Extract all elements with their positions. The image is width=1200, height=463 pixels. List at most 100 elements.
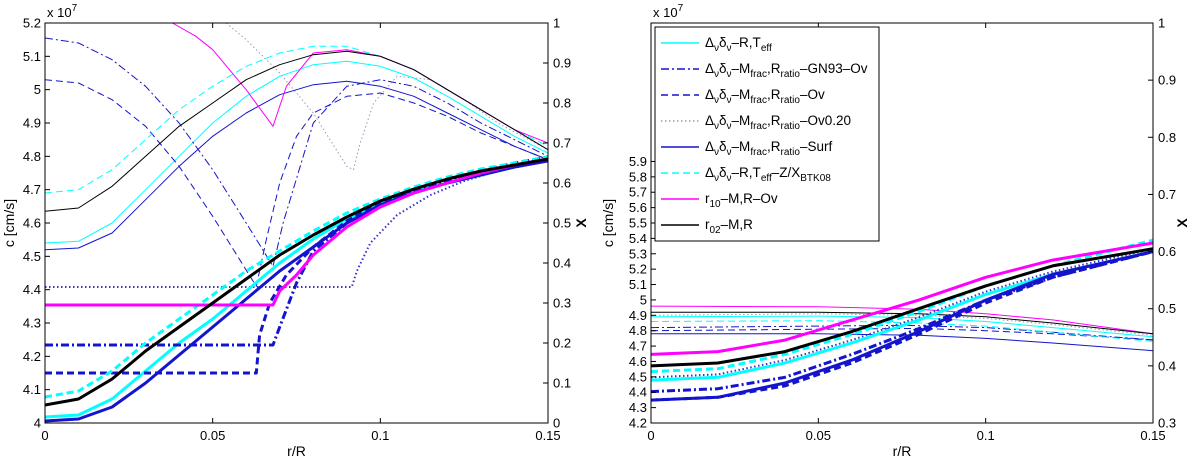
- y-left-tick-label: 4.1: [23, 382, 41, 397]
- x-tick-label: 0: [41, 428, 48, 443]
- x-tick-label: 0.1: [371, 428, 389, 443]
- left-series-c-line: [45, 60, 548, 244]
- y-left-tick-label: 5.8: [629, 169, 647, 184]
- legend-entry-label: r02​–M,R: [705, 217, 753, 236]
- y-right-tick-label: 0.8: [1158, 130, 1176, 145]
- left-y-right-label: X: [573, 218, 589, 228]
- right-series-c-line: [651, 327, 1153, 341]
- right-series-x-line: [651, 250, 1153, 402]
- right-series-x-line: [651, 250, 1153, 394]
- y-left-tick-label: 5.2: [23, 16, 41, 31]
- left-series-c-line: [45, 79, 548, 287]
- y-left-tick-label: 5.4: [629, 231, 647, 246]
- y-right-tick-label: 0.3: [1158, 416, 1176, 431]
- left-series-group: [45, 23, 548, 423]
- y-left-tick-label: 5: [34, 82, 41, 97]
- y-right-tick-label: 0.7: [1158, 187, 1176, 202]
- legend-box: [654, 26, 880, 242]
- left-series-x-line: [45, 155, 548, 399]
- y-right-tick-label: 0.2: [553, 336, 571, 351]
- y-left-tick-label: 5.2: [629, 262, 647, 277]
- x-tick-label: 0.15: [1140, 428, 1165, 443]
- y-left-tick-label: 5.5: [629, 216, 647, 231]
- y-left-tick-label: 5.6: [629, 200, 647, 215]
- y-left-tick-label: 4.8: [629, 323, 647, 338]
- y-right-tick-label: 0.1: [553, 376, 571, 391]
- y-right-tick-label: 0.6: [1158, 244, 1176, 259]
- y-left-tick-label: 4.4: [629, 385, 647, 400]
- right-series-x-line: [651, 238, 1153, 374]
- y-right-tick-label: 1: [553, 16, 560, 31]
- y-right-tick-label: 0.3: [553, 296, 571, 311]
- y-left-tick-label: 4.3: [23, 316, 41, 331]
- y-right-tick-label: 0.5: [553, 216, 571, 231]
- y-left-tick-label: 4.8: [23, 149, 41, 164]
- y-right-tick-label: 0.4: [553, 256, 571, 271]
- right-panel: 0 0.05 0.1 0.15 4.24.34.44.54.64.74.84.955.1…: [600, 3, 1190, 459]
- y-left-tick-label: 5.3: [629, 246, 647, 261]
- legend-entry-label: r10​–M,R–Ov: [705, 191, 778, 210]
- legend-entry-label: Δν​δν​–Mfrac​,Rratio​–Ov0.20: [705, 113, 851, 132]
- legend-entry-label: Δν​δν​–Mfrac​,Rratio​–Surf: [705, 139, 832, 158]
- y-left-tick-label: 4.6: [629, 354, 647, 369]
- y-left-tick-label: 4.5: [629, 369, 647, 384]
- y-right-tick-label: 0.7: [553, 136, 571, 151]
- y-left-tick-label: 5: [640, 292, 647, 307]
- left-x-axis-label: r/R: [287, 443, 306, 459]
- right-y-left-label: c [cm/s]: [600, 199, 616, 247]
- left-series-c-line: [45, 50, 548, 212]
- left-series-c-line: [45, 37, 548, 267]
- y-right-tick-label: 0.9: [553, 56, 571, 71]
- y-right-tick-label: 0: [553, 416, 560, 431]
- right-y-exponent: x 107: [653, 3, 684, 20]
- y-right-tick-label: 0.4: [1158, 358, 1176, 373]
- y-right-tick-label: 0.8: [553, 96, 571, 111]
- right-series-c-line: [651, 315, 1153, 338]
- legend-entry-label: Δν​δν​–R,Teff​–Z/XBTK08​: [705, 165, 831, 184]
- y-left-tick-label: 4.2: [629, 416, 647, 431]
- y-left-tick-label: 4.4: [23, 282, 41, 297]
- x-tick-label: 0: [647, 428, 654, 443]
- y-right-tick-label: 0.5: [1158, 301, 1176, 316]
- left-y-exponent: x 107: [47, 3, 78, 20]
- right-y-right-label: X: [1174, 218, 1190, 228]
- legend-entry-label: Δν​δν​–R,Teff​: [705, 35, 772, 54]
- y-left-tick-label: 4: [34, 416, 41, 431]
- right-series-c-line: [651, 333, 1153, 352]
- right-series-c-line: [651, 320, 1153, 342]
- y-left-tick-label: 4.2: [23, 349, 41, 364]
- left-series-x-line: [45, 157, 548, 419]
- y-left-tick-label: 5.1: [23, 49, 41, 64]
- y-left-tick-label: 4.9: [629, 308, 647, 323]
- y-right-tick-label: 1: [1158, 16, 1165, 31]
- left-y-left-label: c [cm/s]: [1, 199, 17, 247]
- legend-entry-label: Δν​δν​–Mfrac​,Rratio​–GN93–Ov: [705, 61, 868, 80]
- y-left-tick-label: 4.9: [23, 116, 41, 131]
- right-series-x-line: [651, 247, 1153, 379]
- y-left-tick-label: 5.1: [629, 277, 647, 292]
- left-series-c-line: [45, 80, 548, 251]
- x-tick-label: 0.05: [200, 428, 225, 443]
- legend-entry-label: Δν​δν​–Mfrac​,Rratio​–Ov: [705, 87, 825, 106]
- left-series-x-line: [45, 159, 548, 423]
- legend: Δν​δν​–R,Teff​ Δν​δν​–Mfrac​,Rratio​–GN93…: [654, 26, 880, 242]
- left-series-x-line: [45, 155, 548, 375]
- right-x-axis-label: r/R: [893, 443, 912, 459]
- y-left-tick-label: 4.6: [23, 216, 41, 231]
- left-panel: 0 0.05 0.1 0.1544.14.24.34.44.54.64.74.84.9…: [1, 3, 589, 459]
- right-series-group: [651, 238, 1153, 402]
- y-left-tick-label: 5.7: [629, 185, 647, 200]
- x-tick-label: 0.1: [977, 428, 995, 443]
- left-series-c-line: [225, 23, 548, 171]
- left-series-x-line: [45, 157, 548, 307]
- y-left-tick-label: 4.7: [23, 182, 41, 197]
- left-series-x-line: [45, 157, 548, 407]
- y-left-tick-label: 5.9: [629, 154, 647, 169]
- right-series-c-line: [651, 305, 1153, 335]
- right-series-x-line: [651, 247, 1153, 368]
- y-left-tick-label: 4.7: [629, 339, 647, 354]
- left-axes-box: [44, 22, 549, 424]
- y-right-tick-label: 0.9: [1158, 73, 1176, 88]
- x-tick-label: 0.15: [535, 428, 560, 443]
